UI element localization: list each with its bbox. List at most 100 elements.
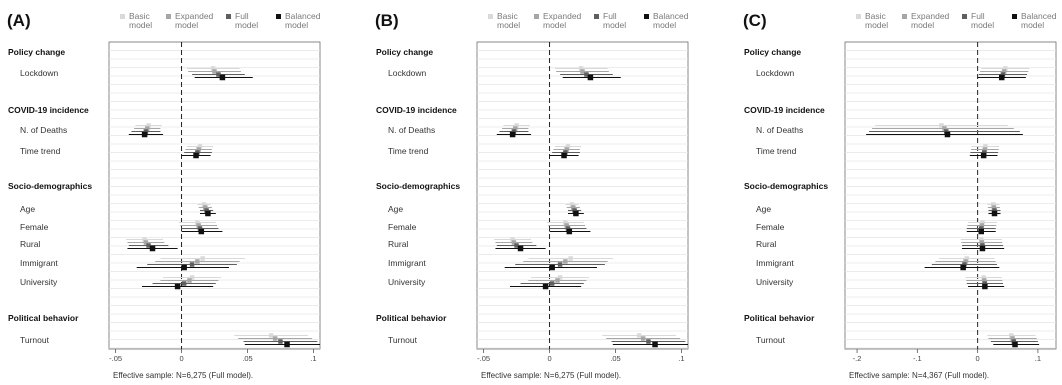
legend-label-line1: Balanced [285,11,321,21]
panel-letter: (C) [743,11,767,30]
point-estimate [944,129,949,134]
point-estimate [964,256,970,261]
variable-label: N. of Deaths [756,125,803,135]
point-estimate [978,237,984,242]
point-estimate [939,123,944,128]
variable-label: Turnout [20,335,50,345]
point-estimate [143,129,149,134]
point-estimate [197,226,203,231]
point-estimate [569,202,575,207]
point-estimate [268,333,274,338]
legend-label-line1: Expanded [543,11,582,21]
legend-label-line2: model [543,20,566,30]
legend-label-line2: model [497,20,520,30]
point-estimate [181,264,187,271]
x-axis: -.05 0 .05 .1 [109,349,317,363]
legend-swatch [856,14,861,19]
section-label: Socio-demographics [376,181,460,191]
section-label: COVID-19 incidence [744,105,825,115]
section-label: Political behavior [744,313,815,323]
legend-label-line2: model [175,20,198,30]
point-estimate [578,66,584,71]
x-tick-label: 0 [547,354,551,363]
point-estimate [284,341,290,348]
point-estimate [573,210,579,217]
point-estimate [980,152,987,159]
point-estimate [563,150,568,155]
variable-label: Age [20,204,35,214]
point-estimate [557,275,563,280]
point-estimate [511,240,517,245]
legend-label-line1: Balanced [1021,11,1057,21]
point-estimate [944,131,951,138]
x-tick-label: 0 [179,354,183,363]
point-estimate [200,256,205,261]
panel-a: (A) BasicmodelExpandedmodelFullmodelBalan… [7,11,321,380]
legend: BasicmodelExpandedmodelFullmodelBalanced… [488,11,689,30]
point-estimate [542,283,549,290]
point-estimate [982,283,988,290]
plot-frame [844,41,1057,350]
point-estimate [960,264,966,271]
point-estimate [212,69,217,74]
legend-label-line2: model [129,20,152,30]
point-estimate [517,245,524,252]
point-estimate [146,243,151,248]
point-estimate [514,123,519,128]
point-estimate [143,240,149,245]
coefficient-row [128,123,164,138]
section-label: Policy change [8,47,65,57]
point-estimate [1010,336,1015,341]
point-estimate [181,281,187,286]
point-estimate [640,336,646,341]
legend-label-line2: model [911,20,934,30]
variable-label: Female [756,222,785,232]
legend-label-line1: Expanded [911,11,950,21]
point-estimate [563,220,568,225]
point-estimate [565,226,571,231]
point-estimate [584,72,589,77]
panel-b: (B) BasicmodelExpandedmodelFullmodelBalan… [375,11,689,380]
point-estimate [187,278,192,283]
variable-label: Age [756,204,771,214]
point-estimate [219,74,226,81]
point-estimate [198,228,205,235]
legend-label-line2: model [603,20,626,30]
coefficient-row [554,66,621,81]
variable-label: Time trend [756,146,797,156]
point-estimate [549,264,555,271]
point-estimate [587,74,594,81]
point-estimate [566,228,573,235]
plot-frame [476,41,689,350]
legend: BasicmodelExpandedmodelFullmodelBalanced… [120,11,321,30]
section-label: Socio-demographics [8,181,92,191]
point-estimate [510,237,515,242]
variable-label: Immigrant [756,258,794,268]
coefficient-row [602,333,688,348]
coefficient-row [924,256,1000,271]
effective-sample-note: Effective sample: N=6,275 (Full model). [113,371,253,380]
legend-swatch [962,14,967,19]
point-estimate [991,210,998,217]
point-estimate [210,66,216,71]
point-estimate [982,278,987,283]
x-tick-label: .1 [678,354,684,363]
coefficient-row [178,220,223,235]
legend-label-line2: model [235,20,258,30]
coefficient-row [234,333,320,348]
legend-swatch [902,14,907,19]
legend-label-line2: model [1021,20,1044,30]
x-axis: -.05 0 .05 .1 [477,349,685,363]
point-estimate [962,262,967,267]
variable-label: Immigrant [388,258,426,268]
variable-label: Rural [756,239,776,249]
coefficient-row [965,275,1005,290]
point-estimate [511,129,517,134]
point-estimate [205,210,211,217]
legend-label-line2: model [653,20,676,30]
plot-frame [108,41,321,350]
x-tick-label: .05 [610,354,620,363]
